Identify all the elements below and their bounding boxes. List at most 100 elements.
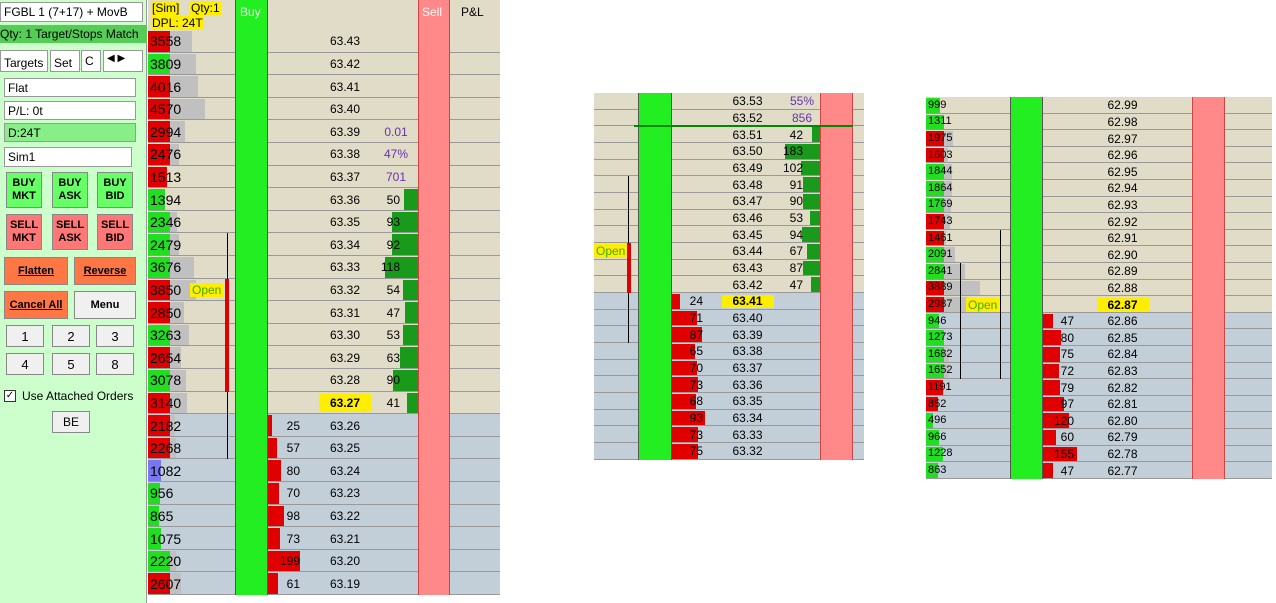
volume-side [148,279,171,301]
qty-button[interactable]: 4 [6,353,44,375]
ask-size: 87 [789,261,803,276]
price: 62.93 [1107,197,1138,212]
volume: 3850 [150,281,182,298]
ask-bar [812,127,820,142]
volume-side [148,166,167,188]
volume: 1769 [928,198,953,211]
reverse[interactable]: Reverse [74,257,136,285]
ask-bar [802,227,820,243]
price: 63.24 [329,463,361,478]
account-select[interactable]: Sim1 [4,147,132,167]
volume-side [926,114,944,130]
volume: 1075 [150,530,182,547]
bid-bar [268,415,272,436]
price: 62.84 [1107,347,1138,362]
be-button[interactable]: BE [52,411,90,433]
instrument-select[interactable]: FGBL 1 (7+17) + MovB [0,2,143,22]
price: 62.79 [1107,430,1138,445]
qty-button[interactable]: 3 [96,325,134,347]
last-price-highlight [721,295,774,308]
qty-button[interactable]: 2 [52,325,90,347]
price: 63.50 [732,144,763,159]
bid-size: 120 [1053,413,1074,428]
volume: 852 [928,397,947,410]
buy-header: Buy [240,5,261,19]
price: 62.95 [1107,164,1138,179]
flatten[interactable]: Flatten [4,257,68,285]
sell-column [820,93,853,460]
volume: 1844 [928,165,953,178]
price: 63.37 [329,169,361,184]
volume: 2476 [150,146,182,163]
volume-side [148,53,171,75]
sell-column [418,0,450,595]
volume: 2994 [150,123,182,140]
tab[interactable]: Targets [0,50,48,72]
price: 63.32 [329,282,361,297]
volume-side [926,264,944,279]
menu[interactable]: Menu [74,291,136,319]
volume-side [148,144,171,165]
price: 63.39 [329,124,361,139]
buy-ask[interactable]: BUY ASK [52,172,88,208]
bid-bar [268,573,278,594]
ask-bar [404,302,418,323]
price: 62.94 [1107,181,1138,196]
cancel-all[interactable]: Cancel All [4,291,68,319]
tab[interactable]: Set [50,50,80,72]
price: 62.80 [1107,413,1138,428]
checkbox[interactable]: ✓ [4,390,16,402]
price: 62.82 [1107,380,1138,395]
buy-market[interactable]: BUY MKT [6,172,42,208]
ask-size: 90 [386,373,400,388]
tab-label: Targets [4,56,44,70]
price: 63.47 [732,194,763,209]
bid-size: 98 [286,508,300,523]
volume: 1603 [928,148,953,161]
pnl-header: P&L [461,5,484,19]
price: 63.39 [732,327,763,342]
bid-size: 70 [689,361,703,376]
ask-bar [406,392,418,414]
price: 63.38 [329,147,361,162]
price: 62.99 [1107,98,1138,113]
qty-button[interactable]: 1 [6,325,44,347]
bid-bar [1043,446,1078,462]
volume-side [926,280,944,296]
sell-bid[interactable]: SELL BID [97,214,133,250]
sell-market[interactable]: SELL MKT [6,214,42,250]
price: 63.26 [329,418,361,433]
volume-side [148,302,171,323]
price: 63.45 [732,227,763,242]
bid-bar [268,483,280,504]
volume: 2850 [150,304,182,321]
volume-side [926,147,944,163]
volume-side [926,463,938,478]
bid-bar [1043,430,1057,445]
price: 63.32 [732,444,763,459]
volume-side [926,98,940,113]
buy-bid[interactable]: BUY BID [97,172,133,208]
price: 63.40 [329,102,361,117]
volume: 1311 [928,115,952,128]
price: 63.20 [329,554,361,569]
volume: 1273 [928,331,953,344]
volume: 2182 [150,417,182,434]
qty-button[interactable]: 5 [52,353,90,375]
sell-ask[interactable]: SELL ASK [52,214,88,250]
price: 63.42 [329,56,361,71]
position: Flat [8,81,29,95]
sim-label: [Sim] [151,1,181,15]
ask-size: 63 [386,350,400,365]
price: 62.89 [1107,264,1138,279]
last-price-highlight [1096,298,1149,311]
volume: 3809 [150,55,182,72]
tab-scroll[interactable]: ◀ ▶ [103,50,143,72]
sell-header: Sell [422,5,443,19]
order-marker: Open [190,282,224,297]
ask-size: 90 [789,194,803,209]
tab[interactable]: C [81,50,101,72]
volume: 1975 [928,132,953,144]
price: 62.97 [1107,131,1138,146]
qty-button[interactable]: 8 [96,353,134,375]
